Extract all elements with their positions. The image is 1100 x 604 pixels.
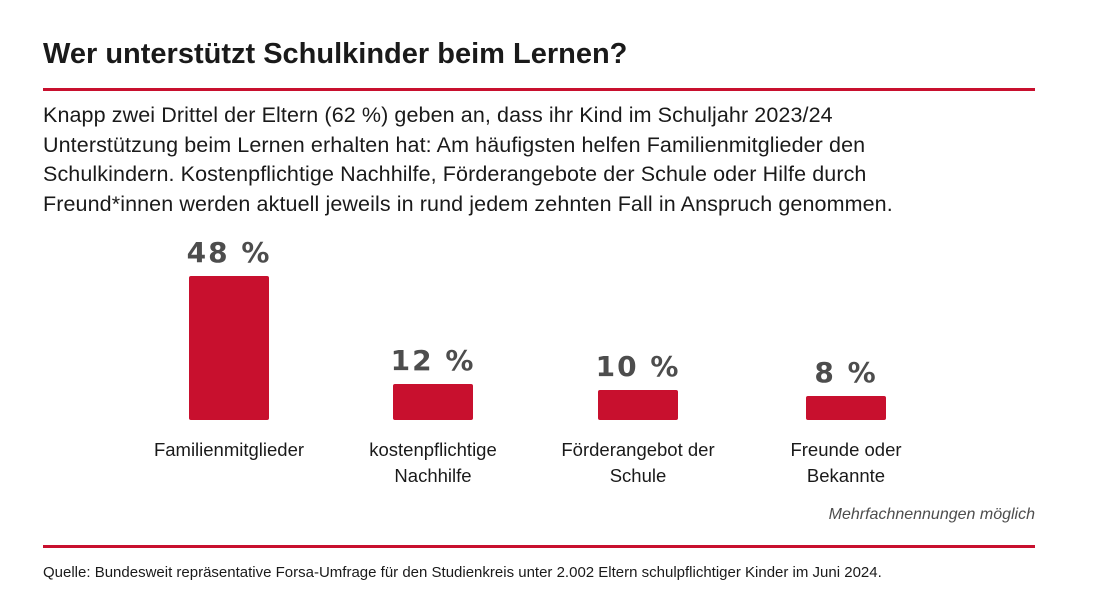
category-label: Nachhilfe bbox=[394, 465, 471, 486]
bottom-divider bbox=[43, 545, 1035, 548]
bar-4 bbox=[806, 396, 886, 420]
bar-3 bbox=[598, 390, 678, 420]
category-label: Schule bbox=[610, 465, 667, 486]
bar-value-label: 12 % bbox=[391, 344, 476, 377]
source-citation: Quelle: Bundesweit repräsentative Forsa-… bbox=[43, 564, 882, 581]
category-label: kostenpflichtige bbox=[369, 439, 497, 460]
lead-paragraph: Knapp zwei Drittel der Eltern (62 %) geb… bbox=[43, 101, 1043, 219]
category-label: Freunde oder bbox=[790, 439, 901, 460]
category-label: Bekannte bbox=[807, 465, 885, 486]
category-label: Förderangebot der bbox=[561, 439, 714, 460]
lead-line: Freund*innen werden aktuell jeweils in r… bbox=[43, 191, 893, 216]
lead-line: Knapp zwei Drittel der Eltern (62 %) geb… bbox=[43, 103, 833, 127]
bar-value-label: 48 % bbox=[187, 236, 272, 269]
lead-line: Unterstützung beim Lernen erhalten hat: … bbox=[43, 132, 866, 157]
bar-value-label: 10 % bbox=[596, 350, 681, 383]
category-label: Familienmitglieder bbox=[154, 439, 304, 460]
lead-line: Schulkindern. Kostenpflichtige Nachhilfe… bbox=[43, 162, 867, 186]
bar-1 bbox=[189, 276, 269, 420]
bar-value-label: 8 % bbox=[814, 356, 877, 389]
top-divider bbox=[43, 88, 1035, 91]
chart-note: Mehrfachnennungen möglich bbox=[828, 506, 1035, 523]
bar-2 bbox=[393, 384, 473, 420]
page-title: Wer unterstützt Schulkinder beim Lernen? bbox=[43, 38, 628, 70]
